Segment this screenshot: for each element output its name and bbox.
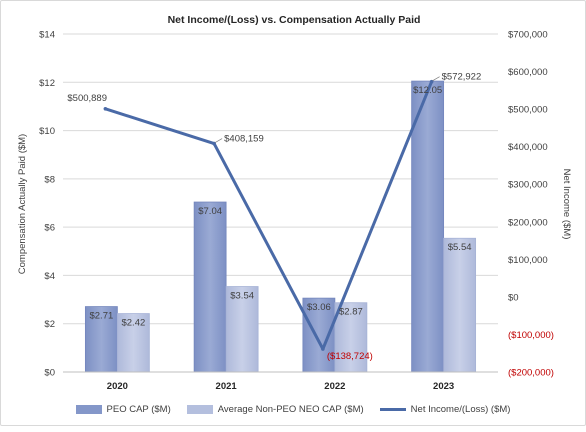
bar-peo-cap — [84, 306, 118, 373]
x-tick-label: 2020 — [107, 381, 128, 392]
data-labels: $2.71 $2.42 $7.04 $3.54 $3.06 $2.87 $12.05 $5.5… — [67, 72, 481, 362]
y2-tick-label: ($100,000) — [508, 330, 554, 341]
bar-neo-cap — [334, 302, 368, 373]
legend-item-net-income: Net Income/(Loss) ($M) — [379, 403, 511, 415]
y2-tick-label: $600,000 — [508, 67, 548, 78]
y2-tick-label: $700,000 — [508, 30, 548, 41]
y2-tick-label: $400,000 — [508, 142, 548, 153]
x-tick-label: 2021 — [216, 381, 238, 392]
legend-label-net-income: Net Income/(Loss) ($M) — [410, 403, 511, 415]
legend-swatch-peo — [75, 404, 102, 414]
bar-peo-cap — [193, 201, 227, 373]
data-label-neo-cap: $5.54 — [448, 242, 472, 253]
data-label-neo-cap: $2.87 — [339, 307, 363, 318]
y-tick-label: $6 — [44, 223, 55, 234]
legend-item-peo: PEO CAP ($M) — [75, 403, 171, 415]
y2-tick-label: $200,000 — [508, 217, 548, 228]
x-tick-label: 2022 — [324, 381, 345, 392]
bar-neo-cap — [225, 286, 259, 373]
data-label-net-income: ($138,724) — [327, 351, 373, 362]
legend-item-neo: Average Non-PEO NEO CAP ($M) — [186, 403, 364, 415]
y-axis-label: Compensation Actually Paid ($M) — [17, 134, 28, 274]
data-label-peo-cap: $2.71 — [89, 311, 113, 322]
legend-swatch-net-income — [379, 407, 406, 411]
line-net-income — [104, 81, 433, 351]
y2-tick-label: $0 — [508, 292, 519, 303]
data-label-net-income: $500,889 — [67, 93, 107, 104]
net-income-line — [103, 79, 434, 351]
x-tick-label: 2023 — [433, 381, 454, 392]
data-label-neo-cap: $3.54 — [230, 291, 254, 302]
data-label-neo-cap: $2.42 — [121, 318, 145, 329]
data-label-peo-cap: $3.06 — [307, 302, 331, 313]
legend: PEO CAP ($M) Average Non-PEO NEO CAP ($M… — [0, 400, 586, 418]
legend-swatch-neo — [186, 404, 213, 414]
point-net-income — [212, 141, 216, 146]
y2-tick-label: ($200,000) — [508, 368, 554, 379]
legend-label-neo: Average Non-PEO NEO CAP ($M) — [217, 403, 364, 415]
y2-tick-label: $100,000 — [508, 255, 548, 266]
point-net-income — [321, 347, 325, 351]
y-tick-label: $0 — [44, 368, 55, 379]
data-label-peo-cap: $12.05 — [413, 85, 442, 96]
legend-label-peo: PEO CAP ($M) — [106, 403, 171, 415]
data-label-net-income: $408,159 — [224, 134, 264, 145]
y-tick-label: $12 — [39, 78, 55, 89]
y2-tick-label: $300,000 — [508, 180, 548, 191]
data-label-peo-cap: $7.04 — [198, 206, 222, 217]
y-tick-label: $10 — [39, 126, 55, 137]
y2-axis-label: Net Income ($M) — [561, 169, 572, 240]
bar-peo-cap — [411, 80, 445, 373]
point-net-income — [429, 79, 434, 84]
y-tick-label: $14 — [39, 30, 55, 41]
y2-tick-label: $500,000 — [508, 105, 548, 116]
y-tick-label: $2 — [44, 319, 55, 330]
data-label-leader — [432, 76, 440, 82]
chart-title: Net Income/(Loss) vs. Compensation Actua… — [168, 14, 421, 26]
data-label-net-income: $572,922 — [442, 72, 482, 83]
bar-neo-cap — [443, 237, 477, 373]
y-tick-label: $4 — [44, 271, 55, 282]
axes: $0 $2 $4 $6 $8 $10 $12 $14 ($200,000) ($100,000) $… — [39, 30, 554, 393]
bars — [84, 80, 477, 373]
y-tick-label: $8 — [44, 174, 55, 185]
data-label-leader — [214, 138, 223, 143]
point-net-income — [103, 106, 108, 111]
